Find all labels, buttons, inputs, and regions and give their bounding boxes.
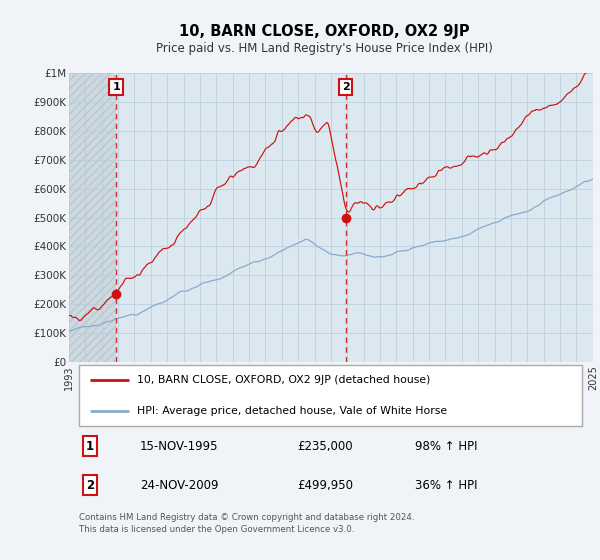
Text: 98% ↑ HPI: 98% ↑ HPI (415, 440, 477, 452)
Text: 10, BARN CLOSE, OXFORD, OX2 9JP (detached house): 10, BARN CLOSE, OXFORD, OX2 9JP (detache… (137, 375, 430, 385)
Text: 10, BARN CLOSE, OXFORD, OX2 9JP: 10, BARN CLOSE, OXFORD, OX2 9JP (179, 25, 469, 39)
Text: 1: 1 (112, 82, 120, 92)
Text: Price paid vs. HM Land Registry's House Price Index (HPI): Price paid vs. HM Land Registry's House … (155, 42, 493, 55)
Text: 36% ↑ HPI: 36% ↑ HPI (415, 479, 477, 492)
Text: Contains HM Land Registry data © Crown copyright and database right 2024.
This d: Contains HM Land Registry data © Crown c… (79, 513, 415, 534)
Text: 2: 2 (342, 82, 350, 92)
Text: 1: 1 (86, 440, 94, 452)
FancyBboxPatch shape (79, 365, 583, 426)
Text: HPI: Average price, detached house, Vale of White Horse: HPI: Average price, detached house, Vale… (137, 406, 447, 416)
Text: 2: 2 (86, 479, 94, 492)
Text: 15-NOV-1995: 15-NOV-1995 (140, 440, 218, 452)
Text: £235,000: £235,000 (297, 440, 352, 452)
Text: £499,950: £499,950 (297, 479, 353, 492)
Text: 24-NOV-2009: 24-NOV-2009 (140, 479, 218, 492)
